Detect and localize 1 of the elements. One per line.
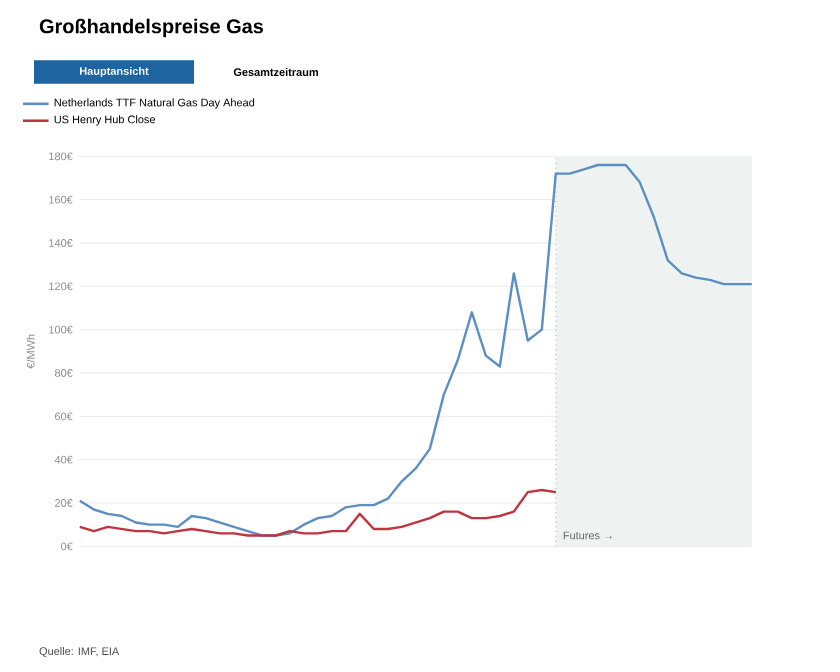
chart-title: Großhandelspreise Gas [39,18,264,38]
